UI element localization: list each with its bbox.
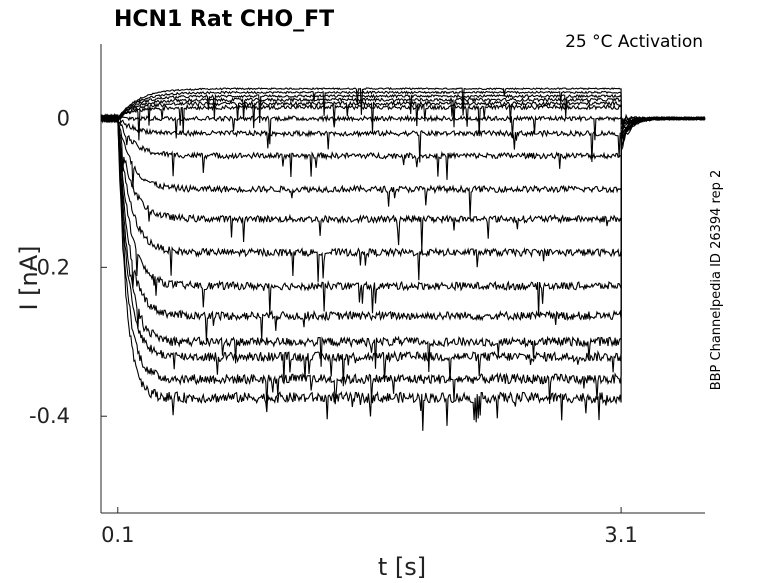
current-trace xyxy=(100,113,706,387)
current-trace xyxy=(100,114,706,251)
current-trace xyxy=(100,114,706,317)
current-trace xyxy=(100,87,706,124)
x-tick-label: 3.1 xyxy=(604,523,637,547)
current-trace xyxy=(100,113,706,373)
current-trace xyxy=(100,90,705,124)
x-axis-label: t [s] xyxy=(378,553,426,581)
current-trace xyxy=(100,112,706,282)
y-tick-label: 0 xyxy=(57,106,70,130)
y-tick-label: -0.2 xyxy=(29,255,70,279)
current-trace xyxy=(100,114,706,342)
current-trace xyxy=(100,93,706,125)
chart-title: HCN1 Rat CHO_FT xyxy=(114,7,334,32)
current-traces xyxy=(100,87,706,431)
current-trace xyxy=(100,113,706,407)
current-trace xyxy=(100,114,706,180)
temperature-annotation: 25 °C Activation xyxy=(565,32,703,52)
current-trace xyxy=(100,113,706,145)
current-trace xyxy=(100,113,706,163)
y-tick-label: -0.4 xyxy=(29,404,70,428)
current-trace xyxy=(100,114,706,218)
current-trace xyxy=(100,114,706,431)
y-ticks: 0 -0.2 -0.4 xyxy=(29,106,107,428)
current-trace xyxy=(100,96,706,128)
current-trace xyxy=(100,103,706,141)
x-ticks: 0.1 3.1 xyxy=(101,507,638,547)
y-axis-label: I [nA] xyxy=(15,245,43,310)
channelpedia-id-label: BBP Channelpedia ID 26394 rep 2 xyxy=(709,170,724,391)
current-trace xyxy=(100,100,706,134)
x-tick-label: 0.1 xyxy=(101,523,134,547)
